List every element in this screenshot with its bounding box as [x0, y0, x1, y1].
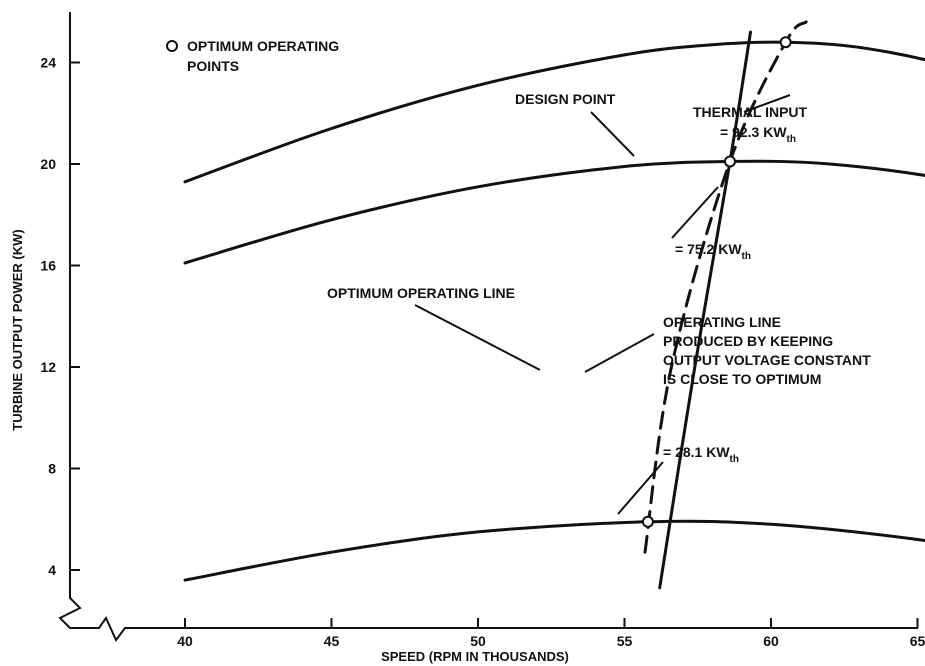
x-tick-label: 60 — [763, 633, 779, 649]
x-axis-title: SPEED (RPM IN THOUSANDS) — [381, 649, 569, 664]
series-line-2 — [183, 159, 925, 265]
annotation-operating-line-3: OUTPUT VOLTAGE CONSTANT — [663, 352, 871, 368]
annotation-operating-line-1: OPERATING LINE — [663, 314, 781, 330]
annotation-pointers — [414, 94, 791, 515]
axes — [58, 12, 918, 642]
annotation-kw-28: = 28.1 KWth — [663, 444, 739, 465]
optimum-point-marker — [641, 515, 654, 528]
legend-label-line1: OPTIMUM OPERATING — [187, 38, 339, 54]
annotation-operating-line-4: IS CLOSE TO OPTIMUM — [663, 371, 821, 387]
pointer-line — [617, 461, 664, 515]
annotation-design-point: DESIGN POINT — [515, 91, 616, 107]
y-tick-label: 4 — [48, 562, 56, 578]
annotation-kw-92: = 92.3 KWth — [720, 124, 796, 145]
x-tick-label: 45 — [324, 633, 340, 649]
pointer-line — [584, 333, 655, 373]
pointer-line — [590, 111, 635, 157]
x-tick-label: 50 — [470, 633, 486, 649]
legend-label-line2: POINTS — [187, 58, 239, 74]
y-tick-label: 12 — [40, 359, 56, 375]
x-tick-label: 40 — [177, 633, 193, 649]
y-axis-title: TURBINE OUTPUT POWER (KW) — [10, 229, 25, 430]
annotation-thermal-input: THERMAL INPUT — [693, 104, 808, 120]
y-tick-label: 8 — [48, 461, 56, 477]
optimum-points — [641, 36, 792, 528]
y-axis-ticks: 4 8 12 16 20 24 — [40, 55, 80, 578]
axis-lines — [58, 12, 918, 642]
pointer-line — [743, 94, 791, 113]
annotation-operating-line-2: PRODUCED BY KEEPING — [663, 333, 833, 349]
y-tick-label: 24 — [40, 55, 56, 71]
y-tick-label: 20 — [40, 156, 56, 172]
pointer-line — [671, 186, 719, 239]
x-axis-ticks: 40455055606570 — [177, 618, 925, 649]
series-line-1 — [183, 40, 925, 184]
optimum-point-marker — [723, 155, 736, 168]
optimum-point-marker — [779, 36, 792, 49]
annotation-kw-75: = 75.2 KWth — [675, 241, 751, 262]
legend-marker-icon — [166, 40, 178, 52]
series-line-3 — [183, 519, 925, 582]
y-tick-label: 16 — [40, 258, 56, 274]
series-line-4 — [658, 30, 752, 590]
pointer-line — [414, 304, 541, 371]
x-tick-label: 65 — [910, 633, 925, 649]
x-tick-label: 55 — [617, 633, 633, 649]
series-line-5 — [643, 20, 808, 554]
annotation-optimum-operating-line: OPTIMUM OPERATING LINE — [327, 285, 515, 301]
